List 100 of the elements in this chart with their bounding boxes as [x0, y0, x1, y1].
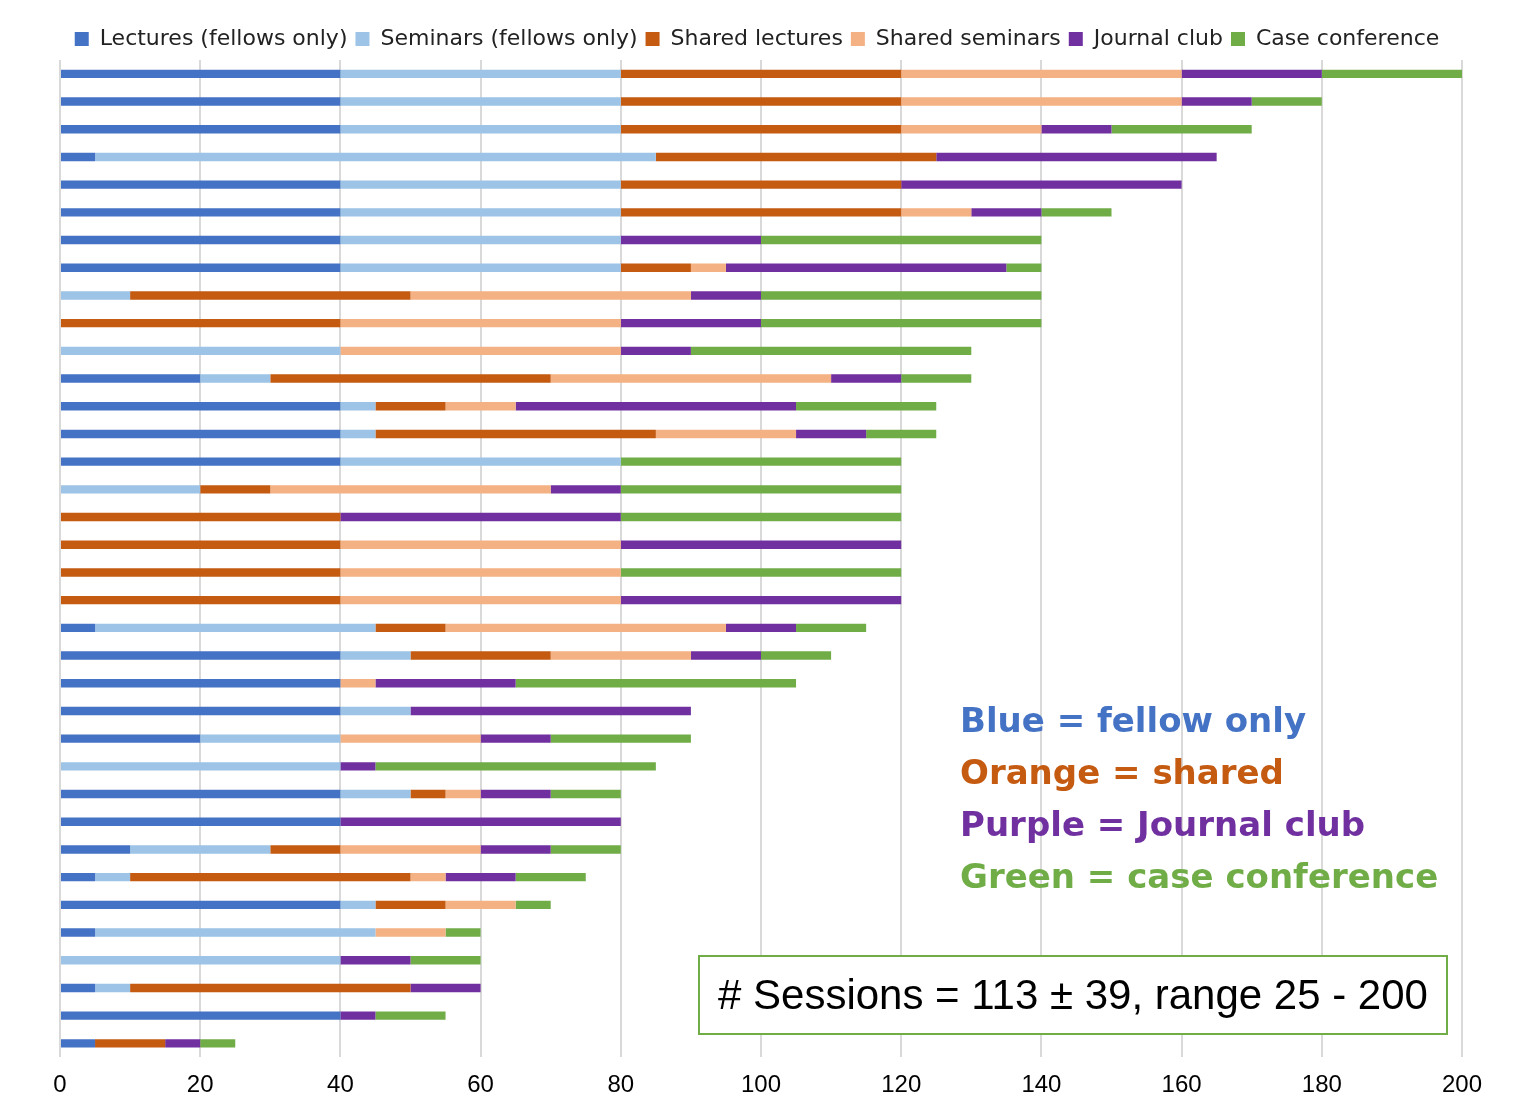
- bar: [340, 845, 481, 854]
- bar: [61, 457, 341, 466]
- bar: [515, 900, 551, 910]
- bar: [620, 595, 902, 605]
- x-tick-label: 200: [1441, 1070, 1483, 1098]
- bar: [61, 706, 341, 716]
- bar: [375, 623, 446, 633]
- bar: [550, 734, 691, 743]
- bar: [445, 900, 516, 910]
- bar: [445, 402, 516, 411]
- bar: [340, 346, 621, 356]
- bar: [130, 872, 411, 882]
- bar: [61, 845, 131, 854]
- bar: [620, 346, 691, 356]
- bar: [270, 374, 551, 383]
- bar: [971, 208, 1042, 217]
- annotation: Orange = shared: [960, 752, 1284, 792]
- bar: [620, 235, 761, 245]
- bar: [725, 623, 797, 633]
- bar: [375, 429, 656, 439]
- bar: [61, 900, 341, 910]
- bar: [61, 928, 96, 937]
- bar: [61, 512, 341, 522]
- x-tick-label: 60: [467, 1070, 494, 1098]
- bar: [620, 208, 902, 217]
- bar: [165, 1039, 201, 1048]
- bar: [620, 485, 902, 494]
- x-tick-label: 80: [607, 1070, 635, 1098]
- bar: [61, 402, 341, 411]
- bar: [410, 872, 446, 882]
- bar: [340, 789, 411, 799]
- bar: [1321, 69, 1462, 79]
- bar: [61, 734, 201, 743]
- bar: [620, 318, 761, 328]
- bar: [61, 789, 341, 799]
- bar: [95, 928, 376, 937]
- bar: [550, 485, 621, 494]
- bar: [515, 872, 586, 882]
- bar: [340, 263, 621, 272]
- bar: [61, 97, 341, 106]
- legend-label: Journal club: [1091, 24, 1223, 50]
- bar: [901, 208, 972, 217]
- bar: [761, 318, 1042, 328]
- bar: [550, 789, 621, 799]
- annotation: # Sessions = 113 ± 39, range 25 - 200: [698, 955, 1448, 1035]
- x-tick-label: 160: [1161, 1070, 1202, 1098]
- x-tick-label: 180: [1301, 1070, 1342, 1098]
- bar: [61, 235, 341, 245]
- bar: [761, 235, 1042, 245]
- bar: [690, 291, 761, 300]
- bar: [410, 291, 691, 300]
- bar: [340, 595, 621, 605]
- bar: [340, 817, 621, 826]
- legend-label: Case conference: [1255, 24, 1440, 50]
- bar: [550, 651, 691, 660]
- bar: [340, 457, 621, 466]
- bar: [410, 983, 481, 993]
- bar: [410, 651, 551, 660]
- bar: [200, 734, 341, 743]
- bar: [340, 568, 621, 577]
- bar: [340, 402, 376, 411]
- bar: [130, 845, 271, 854]
- bar: [445, 623, 726, 633]
- bar: [340, 318, 621, 328]
- bar: [796, 429, 867, 439]
- bar: [340, 734, 481, 743]
- x-tick-label: 140: [1021, 1070, 1062, 1098]
- legend-label: Seminars (fellows only): [380, 24, 638, 50]
- bar: [620, 540, 902, 549]
- bar: [340, 762, 376, 771]
- annotation: Green = case conference: [960, 856, 1439, 896]
- bar: [1111, 125, 1252, 134]
- bar: [620, 512, 902, 522]
- bar: [340, 512, 621, 522]
- bar: [515, 679, 797, 688]
- bar: [620, 69, 902, 79]
- bar: [95, 623, 376, 633]
- bar: [480, 734, 551, 743]
- bar: [410, 789, 446, 799]
- x-tick-label: 20: [186, 1070, 214, 1098]
- x-tick-label: 0: [53, 1070, 67, 1098]
- bar: [340, 956, 411, 965]
- bar: [515, 402, 797, 411]
- bar: [620, 263, 691, 272]
- bar: [130, 291, 411, 300]
- bar: [375, 928, 446, 937]
- bar: [95, 152, 656, 162]
- bar: [620, 125, 902, 134]
- bar: [61, 762, 341, 771]
- bar: [480, 789, 551, 799]
- bar: [95, 1039, 166, 1048]
- bar: [61, 1039, 96, 1048]
- bar: [831, 374, 902, 383]
- bar: [340, 1011, 376, 1020]
- bar: [375, 900, 446, 910]
- bar: [61, 983, 96, 993]
- bar: [61, 623, 96, 633]
- bar: [200, 1039, 236, 1048]
- bar: [61, 679, 341, 688]
- bar: [620, 568, 902, 577]
